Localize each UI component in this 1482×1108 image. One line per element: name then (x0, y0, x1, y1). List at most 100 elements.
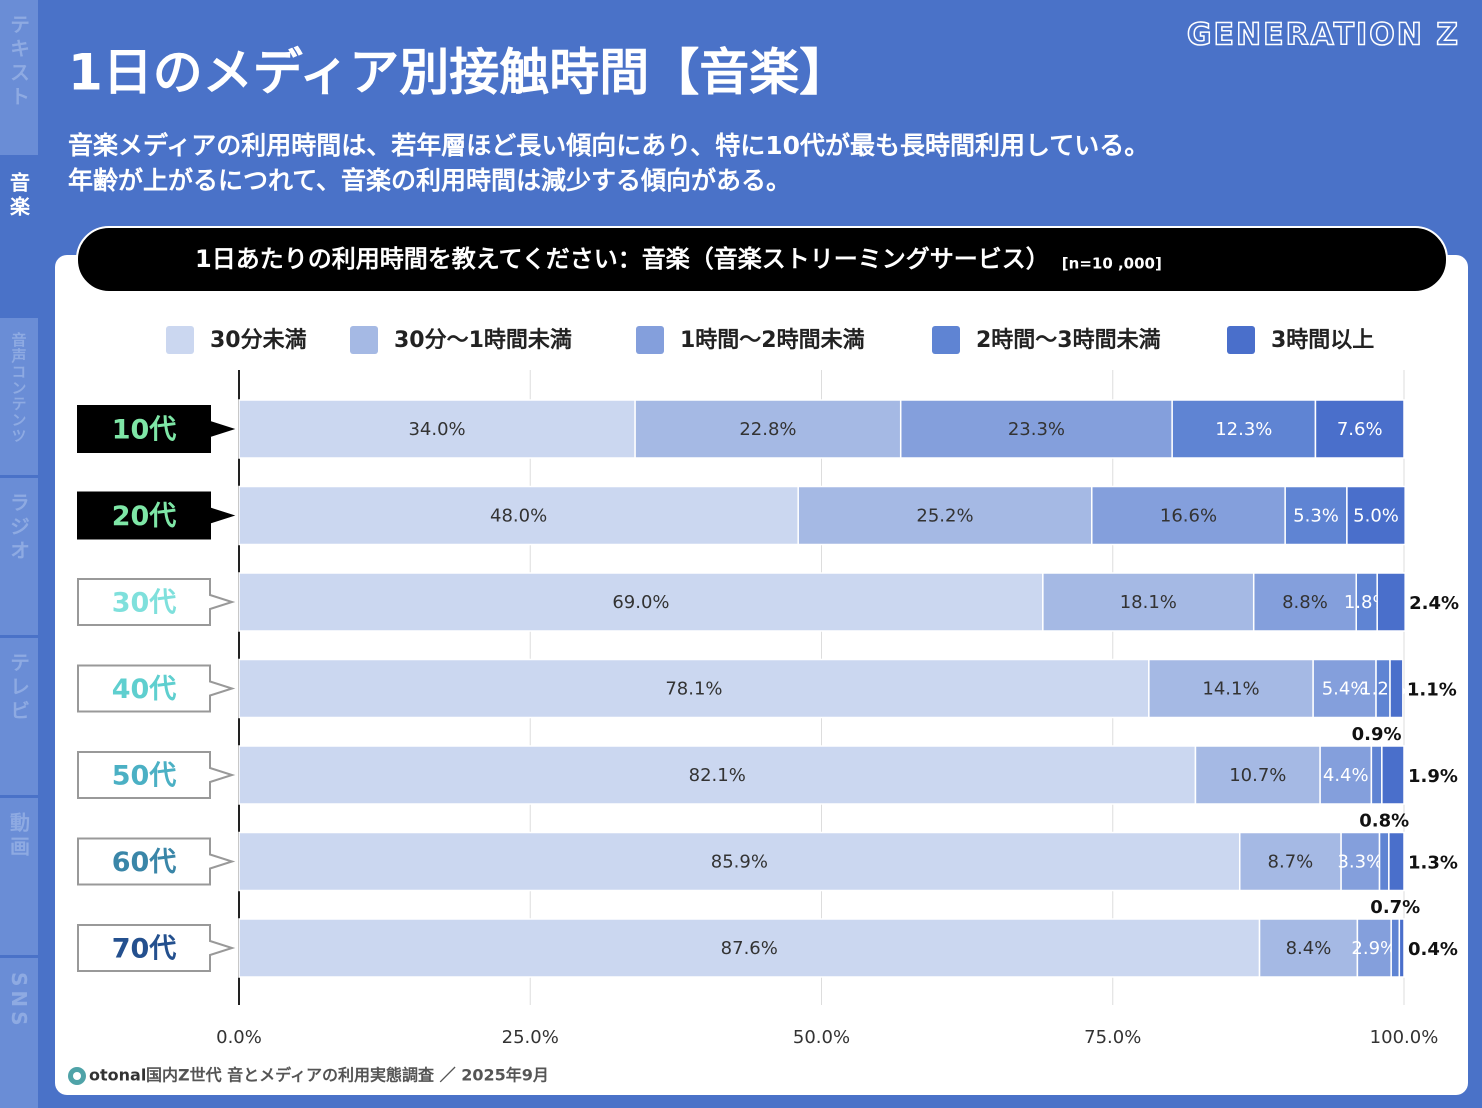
value-label: 18.1% (1120, 592, 1177, 613)
category-badge (77, 405, 236, 453)
category-label: 50代 (112, 761, 177, 792)
bar-segment (1370, 745, 1383, 805)
value-label: 25.2% (916, 506, 973, 527)
category-badge (77, 664, 236, 713)
bar-segment (1390, 918, 1401, 978)
category-label: 40代 (112, 674, 177, 705)
description: 年齢が上がるにつれて、音楽の利用時間は減少する傾向がある。 (68, 166, 791, 195)
sidebar-tab[interactable]: SNS (0, 958, 38, 1108)
bar-segment (1312, 658, 1377, 719)
value-label: 5.3% (1293, 506, 1339, 527)
bar-segment (238, 399, 636, 459)
logo: otonal (89, 1066, 146, 1085)
category-badge (77, 924, 236, 972)
bar-segment (1346, 485, 1406, 546)
value-label: 0.9% (1352, 724, 1402, 745)
legend-swatch (1227, 326, 1255, 354)
legend-swatch (636, 326, 664, 354)
value-label: 69.0% (612, 592, 669, 613)
sidebar-tab[interactable]: テキスト (0, 0, 38, 155)
bar-segment (1091, 485, 1286, 546)
value-label: 12.3% (1215, 419, 1272, 440)
value-label: 2.4% (1409, 593, 1459, 614)
value-label: 3.3% (1337, 852, 1383, 873)
value-label: 5.0% (1353, 506, 1399, 527)
value-label: 78.1% (665, 679, 722, 700)
value-label: 10.7% (1229, 765, 1286, 786)
bar-segment (1284, 485, 1348, 546)
value-label: 23.3% (1008, 419, 1065, 440)
sidebar-tab-label: テキスト (6, 14, 31, 110)
bar-segment (899, 399, 1173, 459)
page-title: 1日のメディア別接触時間【音楽】 (68, 44, 849, 102)
x-tick-label: 75.0% (1084, 1027, 1141, 1048)
chart-title: 1日あたりの利用時間を教えてください：音楽（音楽ストリーミングサービス） (195, 245, 1050, 273)
x-tick-label: 25.0% (502, 1027, 559, 1048)
sidebar-tab-label: SNS (7, 972, 31, 1030)
bar-segment (238, 745, 1197, 805)
value-label: 1.3% (1408, 853, 1458, 874)
value-label: 8.8% (1282, 592, 1328, 613)
logo-mark (73, 1072, 81, 1080)
sidebar-tab[interactable]: 音楽 (0, 158, 38, 315)
value-label: 2.9% (1351, 938, 1397, 959)
value-label: 1.9% (1408, 766, 1458, 787)
bar-segment (238, 658, 1150, 719)
sidebar-tab[interactable]: 動画 (0, 798, 38, 955)
x-tick-label: 50.0% (793, 1027, 850, 1048)
bar-segment (797, 485, 1093, 546)
legend-swatch (350, 326, 378, 354)
legend-label: 3時間以上 (1271, 328, 1374, 353)
x-tick-label: 0.0% (216, 1027, 262, 1048)
value-label: 14.1% (1202, 679, 1259, 700)
sidebar-tab-label: 動画 (6, 812, 31, 860)
sidebar-tab[interactable]: ラジオ (0, 478, 38, 635)
bar-segment (1171, 399, 1317, 459)
value-label: 16.6% (1160, 506, 1217, 527)
bar-segment (1389, 658, 1404, 719)
legend-swatch (932, 326, 960, 354)
value-label: 0.7% (1370, 897, 1420, 918)
value-label: 34.0% (408, 419, 465, 440)
category-badge (77, 491, 236, 540)
sidebar-tab-label: ラジオ (6, 492, 31, 564)
bar-segment (238, 572, 1044, 632)
bar-segment (1252, 572, 1357, 632)
bar-segment (634, 399, 902, 459)
legend-label: 30分〜1時間未満 (394, 327, 572, 353)
value-label: 5.4% (1322, 679, 1368, 700)
sidebar-tab-label: 音声コンテンツ (9, 332, 28, 444)
value-label: 7.6% (1337, 419, 1383, 440)
bar-segment (1378, 831, 1390, 892)
brand: GENERATION Z (1187, 18, 1460, 53)
bar-segment (1314, 399, 1405, 459)
sidebar-tab[interactable]: テレビ (0, 638, 38, 795)
value-label: 82.1% (689, 765, 746, 786)
bar-segment (1238, 831, 1342, 892)
value-label: 4.4% (1323, 765, 1369, 786)
value-label: 8.7% (1268, 852, 1314, 873)
description: 音楽メディアの利用時間は、若年層ほど長い傾向にあり、特に10代が最も長時間利用し… (68, 131, 1149, 160)
value-label: 22.8% (739, 419, 796, 440)
value-label: 0.4% (1408, 939, 1458, 960)
category-label: 30代 (112, 588, 177, 619)
bar-segment (1194, 745, 1321, 805)
category-badge (77, 578, 236, 626)
bar-segment (1398, 918, 1405, 978)
category-badge (77, 751, 236, 799)
bar-segment (1042, 572, 1255, 632)
bar-segment (238, 918, 1261, 978)
value-label: 1.1% (1407, 680, 1457, 701)
chart-subtitle: [n=10 ,000] (1062, 255, 1162, 273)
bar-segment (1376, 572, 1406, 632)
value-label: 87.6% (721, 938, 778, 959)
bar-segment (1340, 831, 1381, 892)
sidebar-tab-label: テレビ (6, 652, 31, 724)
x-tick-label: 100.0% (1370, 1027, 1439, 1048)
sidebar-tab[interactable]: 音声コンテンツ (0, 318, 38, 475)
category-label: 10代 (112, 415, 177, 446)
bar-segment (238, 831, 1241, 892)
value-label: 85.9% (711, 852, 768, 873)
question-banner (76, 226, 1448, 293)
